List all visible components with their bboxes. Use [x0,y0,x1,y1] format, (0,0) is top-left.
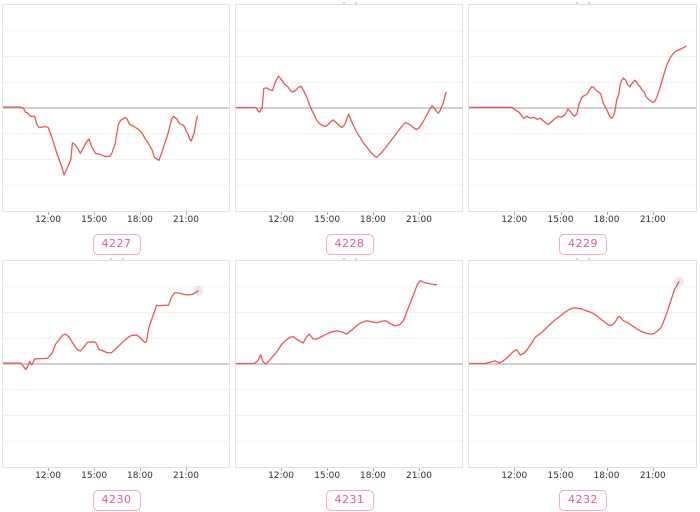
line-chart-svg [3,285,229,442]
x-tick-label: 15:00 [314,471,341,481]
series-line [3,290,199,371]
badge-row: 4229 [466,234,700,255]
x-tick-label: 12:00 [35,215,62,225]
line-chart-svg [469,30,696,186]
x-tick-label: 12:00 [501,471,528,481]
x-tick-mark [652,212,654,215]
x-tick-mark [48,212,50,215]
x-tick-label: 21:00 [173,471,199,481]
clipped-title-remnant [466,256,700,260]
x-axis: 12:00 15:00 18:00 21:00 [2,468,230,484]
badge-row: 4231 [233,490,466,511]
badge-row: 4230 [0,490,233,511]
chart-plot [468,260,697,468]
x-tick-label: 12:00 [501,215,528,225]
x-axis: 12:00 15:00 18:00 21:00 [468,468,697,484]
x-tick-mark [139,212,141,215]
x-tick-label: 15:00 [314,215,341,225]
clipped-title-remnant [233,256,466,260]
x-tick-label: 15:00 [81,471,108,481]
x-tick-mark [281,212,283,215]
chart-plot [235,4,463,212]
x-tick-mark [418,212,420,215]
x-tick-label: 18:00 [126,471,153,481]
x-tick-mark [372,468,374,471]
line-chart-svg [236,279,462,442]
chart-cell-4228: 12:00 15:00 18:00 21:00 4228 [233,0,466,256]
series-line [3,106,199,176]
x-tick-label: 18:00 [359,215,386,225]
x-tick-label: 18:00 [593,471,620,481]
chart-cell-4227: 12:00 15:00 18:00 21:00 4227 [0,0,233,256]
chart-id-badge[interactable]: 4231 [325,490,374,511]
chart-id-badge[interactable]: 4229 [559,234,607,255]
chart-plot [235,260,463,468]
series-line [469,45,687,126]
x-tick-label: 18:00 [593,215,620,225]
x-tick-label: 21:00 [639,215,666,225]
x-tick-label: 18:00 [126,215,153,225]
x-axis: 12:00 15:00 18:00 21:00 [235,468,463,484]
x-tick-label: 12:00 [268,215,295,225]
chart-plot [2,260,230,468]
x-axis: 12:00 15:00 18:00 21:00 [468,212,697,228]
x-tick-label: 15:00 [547,471,574,481]
x-tick-label: 18:00 [359,471,386,481]
chart-id-badge[interactable]: 4230 [92,490,141,511]
x-tick-label: 21:00 [173,215,199,225]
clipped-title-remnant [466,0,700,4]
x-tick-mark [652,468,654,471]
line-chart-svg [236,30,462,186]
x-tick-mark [372,212,374,215]
series-line [469,280,680,365]
x-axis: 12:00 15:00 18:00 21:00 [235,212,463,228]
x-tick-mark [606,468,608,471]
x-tick-mark [606,212,608,215]
chart-plot [468,4,697,212]
chart-id-badge[interactable]: 4227 [92,234,141,255]
chart-cell-4229: 12:00 15:00 18:00 21:00 4229 [466,0,700,256]
clipped-title-remnant [233,0,466,4]
series-line [236,279,437,365]
chart-cell-4232: 12:00 15:00 18:00 21:00 4232 [466,256,700,512]
x-tick-mark [281,468,283,471]
x-tick-mark [327,468,329,471]
chart-id-badge[interactable]: 4228 [325,234,374,255]
x-tick-mark [514,212,516,215]
x-tick-mark [139,468,141,471]
x-tick-label: 21:00 [406,471,432,481]
chart-cell-4231: 12:00 15:00 18:00 21:00 4231 [233,256,466,512]
x-axis: 12:00 15:00 18:00 21:00 [2,212,230,228]
chart-cell-4230: 12:00 15:00 18:00 21:00 4230 [0,256,233,512]
series-line [236,75,447,159]
clipped-title-remnant [0,256,233,260]
x-tick-mark [560,468,562,471]
x-tick-mark [48,468,50,471]
x-tick-label: 21:00 [639,471,666,481]
badge-row: 4228 [233,234,466,255]
badge-row: 4232 [466,490,700,511]
x-tick-mark [560,212,562,215]
chart-plot [2,4,230,212]
x-tick-label: 15:00 [81,215,108,225]
x-tick-mark [185,468,187,471]
x-tick-label: 12:00 [35,471,62,481]
x-tick-label: 21:00 [406,215,432,225]
x-tick-mark [327,212,329,215]
x-tick-mark [418,468,420,471]
x-tick-label: 15:00 [547,215,574,225]
x-tick-mark [185,212,187,215]
x-tick-mark [514,468,516,471]
x-tick-mark [94,212,96,215]
badge-row: 4227 [0,234,233,255]
line-chart-svg [469,276,696,442]
x-tick-label: 12:00 [268,471,295,481]
line-chart-svg [3,30,229,186]
chart-id-badge[interactable]: 4232 [559,490,607,511]
x-tick-mark [94,468,96,471]
